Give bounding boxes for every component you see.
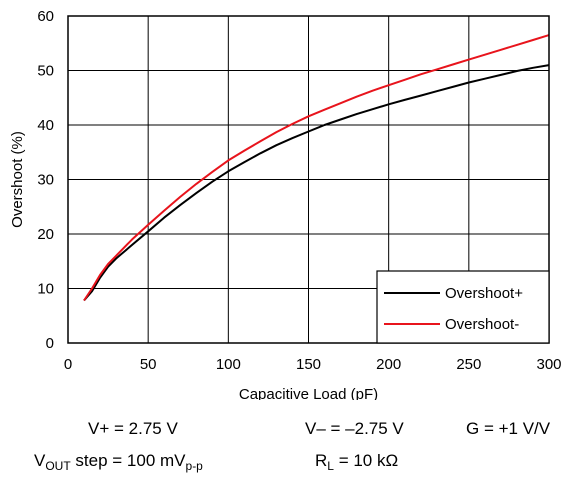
rl-value: = 10 kΩ: [333, 451, 399, 470]
x-tick-label: 200: [376, 356, 401, 373]
condition-vminus: V– = –2.75 V: [305, 419, 404, 438]
series-line-0: [83, 64, 550, 302]
vout-symbol: V: [34, 451, 46, 470]
grid: [68, 16, 549, 343]
series-line-1: [83, 34, 550, 302]
x-tick-label: 100: [216, 356, 241, 373]
legend-box: [376, 270, 550, 344]
y-axis-label: Overshoot (%): [9, 131, 26, 228]
legend: Overshoot+ Overshoot-: [376, 270, 550, 344]
x-tick-label: 0: [64, 356, 72, 373]
x-tick-label: 300: [536, 356, 561, 373]
condition-rl: RL = 10 kΩ: [315, 451, 398, 473]
rl-symbol: R: [315, 451, 328, 470]
legend-label-overshoot-minus: Overshoot-: [445, 316, 519, 333]
condition-vout-step: VOUT step = 100 mVp-p: [34, 451, 203, 473]
x-tick-label: 250: [456, 356, 481, 373]
x-tick-label: 50: [140, 356, 157, 373]
plot-frame: [67, 15, 550, 344]
vout-pp-subscript: p-p: [185, 459, 203, 473]
y-tick-label: 10: [37, 281, 54, 298]
vout-subscript: OUT: [45, 459, 71, 473]
overshoot-chart: 0 50 100 150 200 250 300 0 10 20 30 40 50 60 Capaciti…: [9, 8, 562, 400]
x-axis-label: Capacitive Load (pF): [239, 386, 378, 400]
x-tick-label: 150: [296, 356, 321, 373]
y-tick-label: 30: [37, 172, 54, 189]
condition-gain: G = +1 V/V: [466, 419, 551, 438]
condition-vplus: V+ = 2.75 V: [88, 419, 178, 438]
tick-labels: 0 50 100 150 200 250 300 0 10 20 30 40 50 60: [37, 8, 561, 373]
vout-step-text: step = 100 mV: [70, 451, 186, 470]
legend-label-overshoot-plus: Overshoot+: [445, 285, 523, 302]
y-tick-label: 40: [37, 117, 54, 134]
y-tick-label: 60: [37, 8, 54, 25]
rl-subscript: L: [327, 459, 334, 473]
y-tick-label: 0: [46, 335, 54, 352]
y-tick-label: 50: [37, 63, 54, 80]
y-tick-label: 20: [37, 226, 54, 243]
series-lines: [83, 34, 550, 302]
